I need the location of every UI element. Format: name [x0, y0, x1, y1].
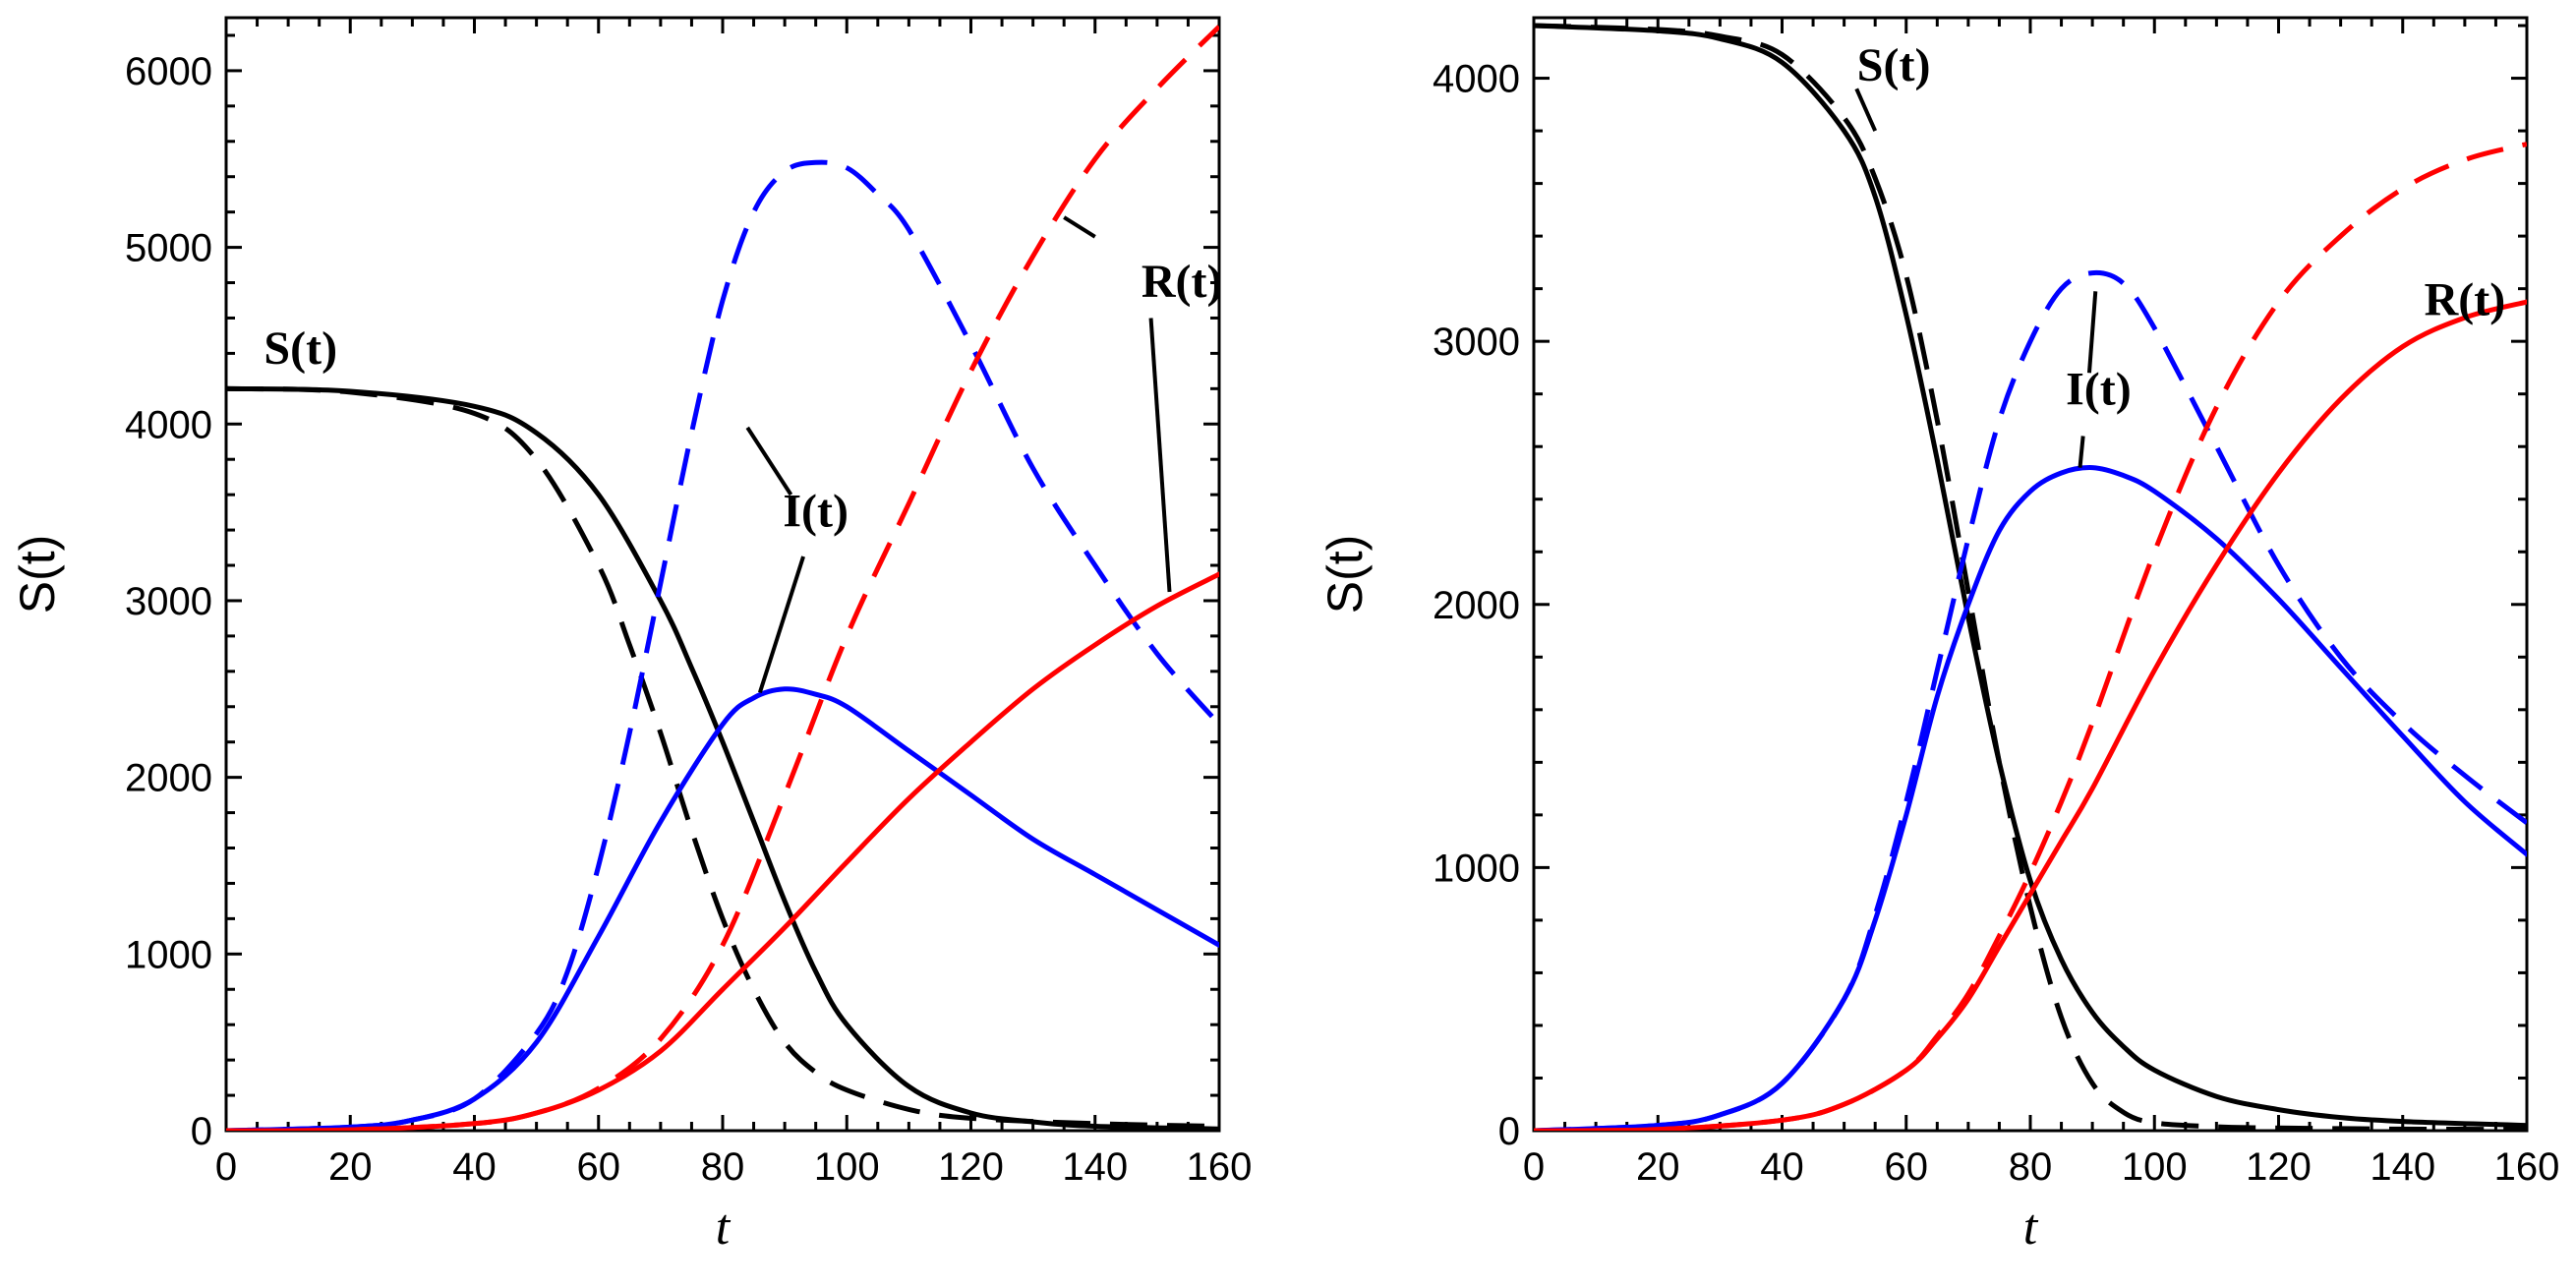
- y-tick-label: 5000: [125, 227, 212, 270]
- plot-frame: [224, 16, 1221, 1133]
- x-tick-label: 120: [938, 1145, 1004, 1189]
- x-tick-label: 140: [1062, 1145, 1128, 1189]
- y-tick-label: 3000: [1433, 321, 1520, 364]
- annotation-label: R(t): [1142, 256, 1223, 308]
- x-axis-label: t: [716, 1199, 732, 1256]
- y-tick-label: 1000: [1433, 847, 1520, 890]
- x-tick-label: 0: [1523, 1145, 1545, 1189]
- y-tick-label: 0: [1498, 1110, 1520, 1153]
- i-t-dashed-curve: [226, 159, 1219, 1131]
- x-tick-label: 60: [1885, 1145, 1929, 1189]
- i-t-dashed-curve: [1534, 269, 2527, 1131]
- x-tick-label: 140: [2370, 1145, 2435, 1189]
- s-t-dashed-curve: [226, 385, 1219, 1129]
- x-tick-label: 0: [215, 1145, 237, 1189]
- r-t-dashed-curve: [1534, 142, 2527, 1131]
- curves-group: [1534, 23, 2527, 1131]
- annotation-leader-line: [1854, 88, 1878, 132]
- i-t-solid-curve: [1534, 465, 2527, 1131]
- annotation-leader-line: [745, 426, 793, 497]
- y-tick-label: 3000: [125, 580, 212, 623]
- plot-frame: [1532, 16, 2529, 1133]
- y-tick-label: 4000: [1433, 58, 1520, 101]
- x-axis-label: t: [2023, 1199, 2039, 1256]
- s-t-dashed-curve: [1534, 23, 2527, 1131]
- annotation-label: S(t): [263, 322, 337, 375]
- left-chart-panel: 0 20 40 60 80 100 120 140 160 0 1000 2000 3000 4000 50…: [10, 16, 1253, 1256]
- annotation-leader-line: [1063, 215, 1096, 239]
- x-tick-label: 20: [1636, 1145, 1680, 1189]
- r-t-solid-curve: [1534, 299, 2527, 1131]
- x-tick-label: 20: [328, 1145, 373, 1189]
- r-t-dashed-curve: [226, 25, 1219, 1131]
- annotation-label: R(t): [2425, 273, 2506, 325]
- right-chart-panel: 0 20 40 60 80 100 120 140 160 0 1000 2000 3000 4000 t S…: [1317, 16, 2560, 1256]
- i-t-solid-curve: [226, 686, 1219, 1131]
- x-tick-label: 120: [2246, 1145, 2312, 1189]
- x-tick-label: 40: [452, 1145, 497, 1189]
- y-tick-label: 6000: [125, 50, 212, 93]
- x-tick-label: 80: [2009, 1145, 2053, 1189]
- annotation-label: I(t): [2066, 363, 2132, 415]
- annotation-leader-line: [2078, 436, 2085, 468]
- y-tick-label: 1000: [125, 933, 212, 976]
- annotation-leader-line: [1148, 318, 1172, 593]
- s-t-solid-curve: [1534, 23, 2527, 1129]
- y-tick-label: 2000: [125, 757, 212, 800]
- x-tick-label: 100: [2122, 1145, 2188, 1189]
- annotation-leader-line: [757, 556, 805, 693]
- y-tick-label: 4000: [125, 403, 212, 446]
- x-tick-label: 80: [701, 1145, 745, 1189]
- y-axis-label: S(t): [1317, 535, 1373, 614]
- x-tick-label: 40: [1760, 1145, 1804, 1189]
- y-tick-label: 0: [191, 1110, 212, 1153]
- x-tick-label: 160: [2494, 1145, 2560, 1189]
- annotation-leader-line: [2086, 291, 2098, 374]
- s-t-solid-curve: [226, 385, 1219, 1131]
- y-axis-label: S(t): [10, 535, 65, 614]
- y-tick-label: 2000: [1433, 584, 1520, 627]
- x-tick-label: 60: [577, 1145, 621, 1189]
- curves-group: [226, 25, 1219, 1131]
- x-tick-label: 160: [1187, 1145, 1253, 1189]
- r-t-solid-curve: [226, 571, 1219, 1131]
- annotation-label: S(t): [1857, 39, 1931, 91]
- x-tick-label: 100: [814, 1145, 880, 1189]
- annotation-label: I(t): [783, 485, 849, 537]
